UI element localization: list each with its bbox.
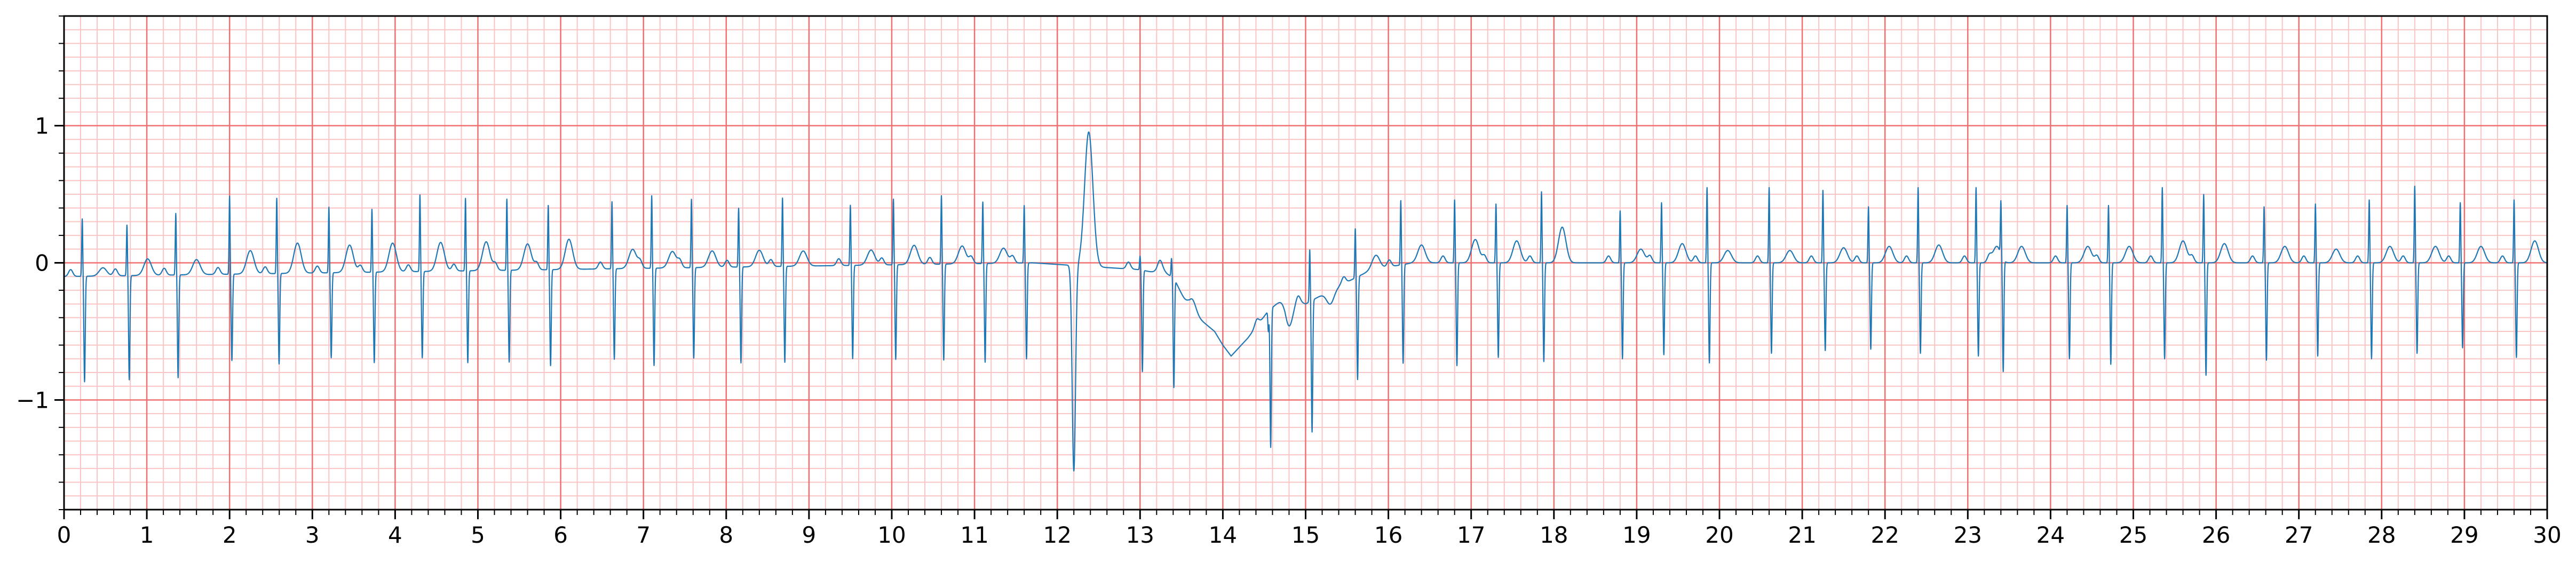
x-tick-label: 21 xyxy=(1788,522,1816,548)
x-tick-label: 15 xyxy=(1291,522,1320,548)
x-tick-label: 25 xyxy=(2119,522,2147,548)
x-tick-label: 20 xyxy=(1705,522,1733,548)
x-tick-label: 18 xyxy=(1540,522,1568,548)
x-tick-label: 16 xyxy=(1374,522,1402,548)
x-tick-label: 29 xyxy=(2450,522,2478,548)
x-tick-label: 14 xyxy=(1209,522,1237,548)
y-axis-ticks xyxy=(54,15,64,510)
major-grid xyxy=(63,16,2548,510)
x-axis-tick-labels: 0 1 2 3 4 5 6 7 8 9 10 11 12 13 14 15 16 17 18 19 20 21 22 23 24… xyxy=(57,522,2562,548)
x-tick-label: 24 xyxy=(2036,522,2065,548)
x-tick-label: 9 xyxy=(802,522,817,548)
y-tick-label: 1 xyxy=(35,113,49,139)
x-tick-label: 11 xyxy=(960,522,988,548)
x-tick-label: 6 xyxy=(553,522,568,548)
x-tick-label: 1 xyxy=(140,522,154,548)
x-tick-label: 3 xyxy=(305,522,320,548)
x-tick-label: 0 xyxy=(57,522,72,548)
x-tick-label: 13 xyxy=(1126,522,1154,548)
x-tick-label: 26 xyxy=(2202,522,2230,548)
x-tick-label: 28 xyxy=(2367,522,2396,548)
y-tick-label: 0 xyxy=(35,250,49,276)
x-tick-label: 10 xyxy=(877,522,906,548)
x-tick-label: 19 xyxy=(1622,522,1651,548)
x-tick-label: 23 xyxy=(1954,522,1982,548)
x-tick-label: 22 xyxy=(1870,522,1899,548)
x-tick-label: 5 xyxy=(471,522,485,548)
x-tick-label: 17 xyxy=(1457,522,1485,548)
x-tick-label: 4 xyxy=(388,522,402,548)
x-tick-label: 30 xyxy=(2533,522,2561,548)
x-tick-label: 2 xyxy=(223,522,237,548)
y-axis-tick-labels: −1 0 1 xyxy=(16,113,49,414)
x-tick-label: 12 xyxy=(1043,522,1071,548)
x-tick-label: 27 xyxy=(2285,522,2313,548)
x-tick-label: 7 xyxy=(636,522,651,548)
y-tick-label: −1 xyxy=(16,387,49,413)
x-axis-ticks xyxy=(63,510,2548,519)
ecg-trace-line xyxy=(64,131,2548,472)
x-tick-label: 8 xyxy=(719,522,733,548)
series-layer xyxy=(64,131,2548,472)
